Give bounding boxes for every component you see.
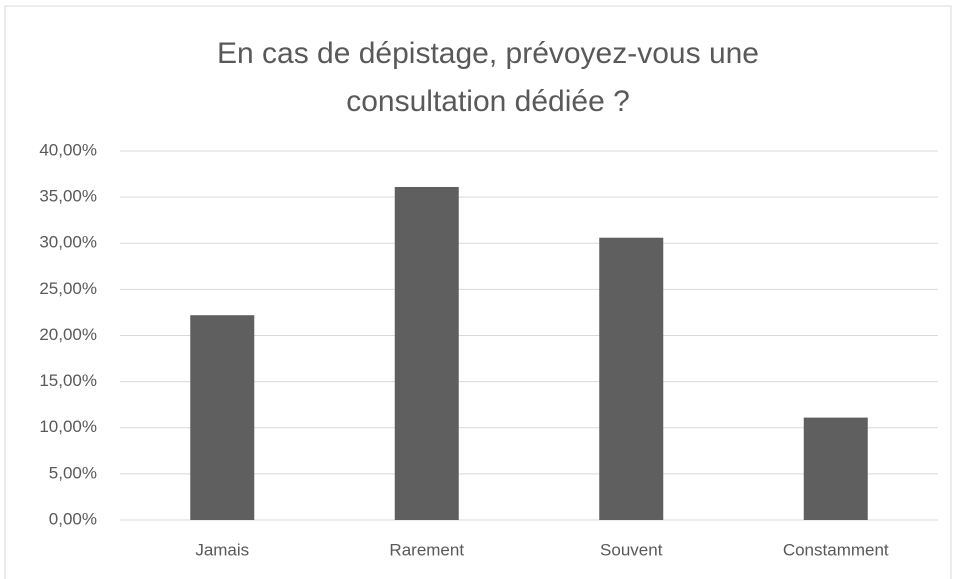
y-tick-label: 15,00%	[39, 371, 97, 390]
chart-title: En cas de dépistage, prévoyez-vous une c…	[216, 37, 759, 118]
y-tick-label: 35,00%	[39, 187, 97, 206]
bar	[803, 417, 868, 520]
bar	[394, 186, 459, 521]
y-tick-label: 10,00%	[39, 417, 97, 436]
chart-border	[4, 5, 952, 579]
y-tick-label: 0,00%	[49, 509, 97, 528]
x-tick-label: Jamais	[195, 540, 249, 559]
bar	[190, 315, 255, 520]
x-tick-label: Constamment	[783, 540, 889, 559]
bar	[599, 237, 664, 520]
x-tick-label: Souvent	[600, 540, 663, 559]
y-tick-label: 30,00%	[39, 233, 97, 252]
y-tick-label: 25,00%	[39, 279, 97, 298]
y-tick-label: 40,00%	[39, 140, 97, 159]
y-tick-label: 20,00%	[39, 325, 97, 344]
y-tick-label: 5,00%	[49, 463, 97, 482]
x-tick-label: Rarement	[389, 540, 464, 559]
